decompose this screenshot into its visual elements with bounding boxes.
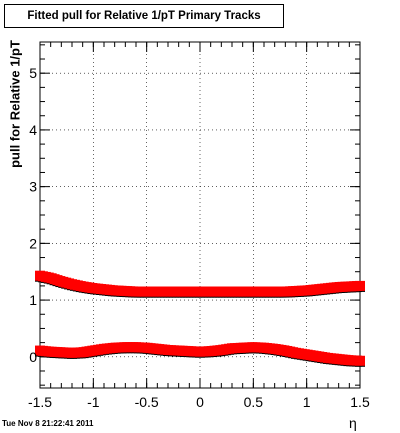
- timestamp: Tue Nov 8 21:22:41 2011: [2, 419, 94, 428]
- data-series: [35, 270, 365, 298]
- y-tick-label: 3: [29, 179, 37, 195]
- tick-labels: -1.5 -1 -0.5 0 0.5 1 1.5 0 1 2 3 4 5: [28, 65, 370, 410]
- x-tick-label: -0.5: [135, 394, 159, 410]
- y-tick-label: 5: [29, 65, 37, 81]
- x-axis-label: η: [349, 415, 357, 431]
- y-tick-label: 4: [29, 122, 37, 138]
- x-tick-label: 1.5: [350, 394, 370, 410]
- y-tick-label: 1: [29, 292, 37, 308]
- chart-title-box: Fitted pull for Relative 1/pT Primary Tr…: [4, 4, 284, 28]
- x-tick-label: 0.5: [244, 394, 264, 410]
- data-point: [355, 355, 365, 366]
- data-point: [355, 280, 365, 291]
- x-tick-label: -1.5: [28, 394, 52, 410]
- grid: [39, 42, 361, 388]
- chart-title: Fitted pull for Relative 1/pT Primary Tr…: [27, 10, 261, 22]
- series-layer: [35, 270, 365, 367]
- data-series: [35, 342, 365, 367]
- x-tick-label: 0: [196, 394, 204, 410]
- x-tick-label: -1: [87, 394, 100, 410]
- x-tick-label: 1: [303, 394, 311, 410]
- y-tick-label: 0: [29, 349, 37, 365]
- y-tick-label: 2: [29, 235, 37, 251]
